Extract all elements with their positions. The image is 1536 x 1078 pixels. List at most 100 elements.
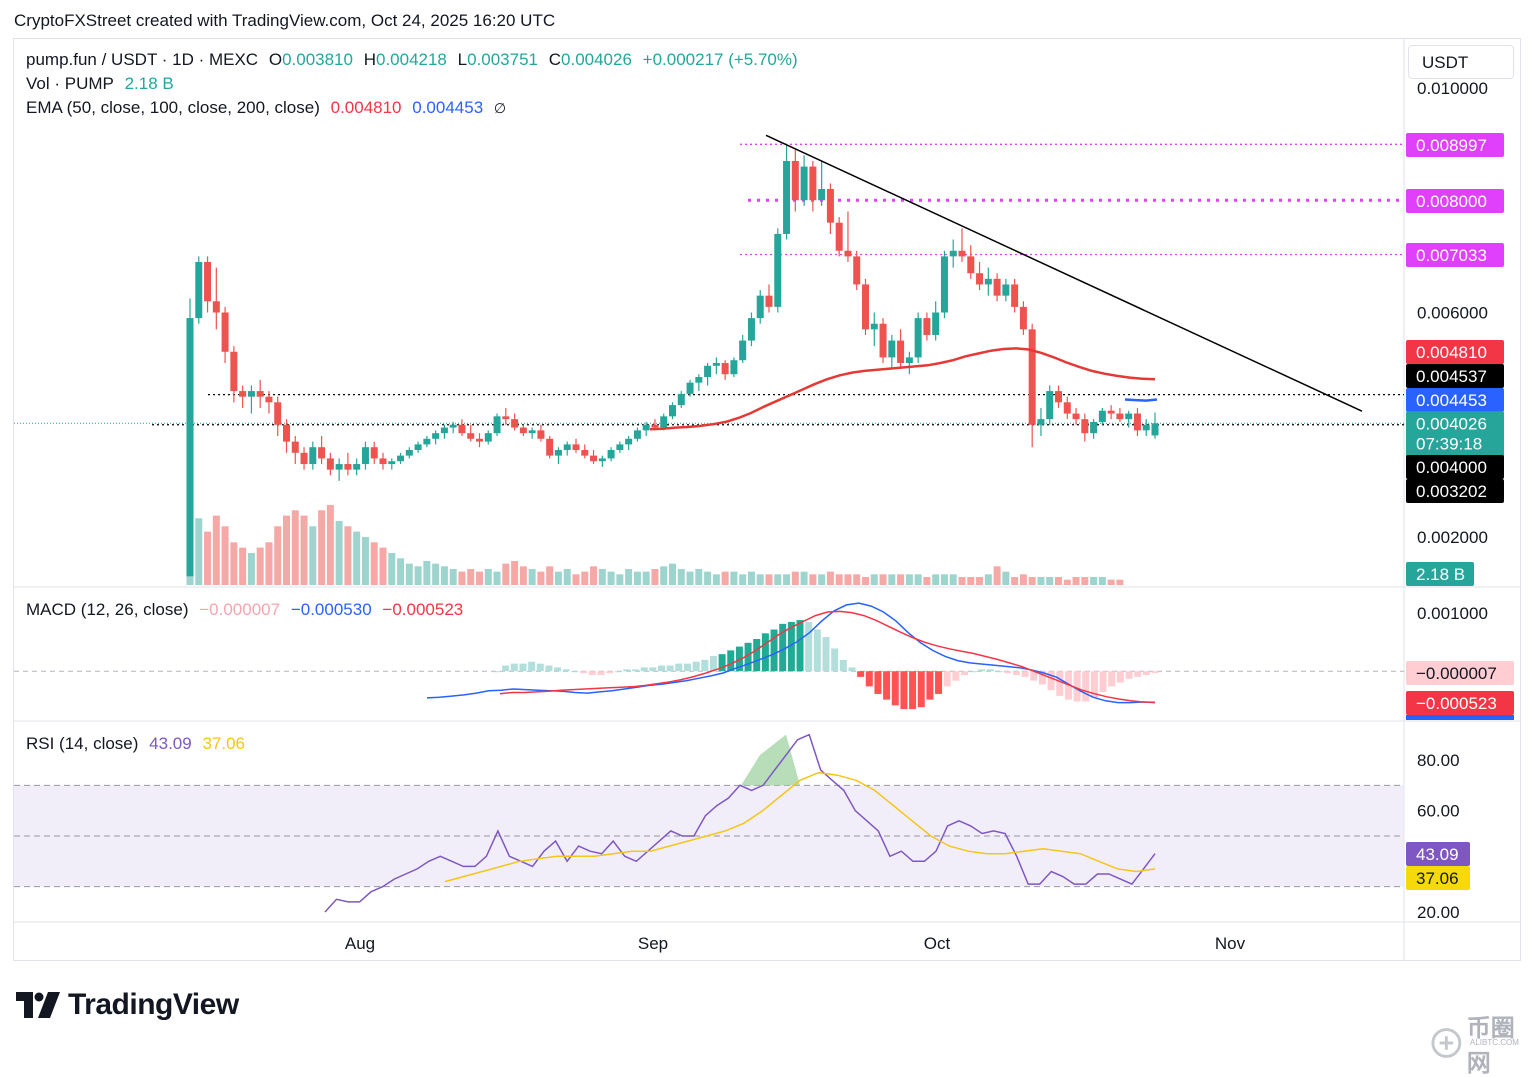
candle: [195, 261, 203, 319]
candle: [905, 357, 913, 364]
candle: [467, 433, 475, 439]
candle: [949, 250, 957, 257]
open-value: 0.003810: [282, 50, 353, 69]
rsi-overbought-fill: [741, 734, 800, 786]
volume-bar: [1037, 576, 1045, 585]
macd-histogram-bar: [614, 671, 622, 673]
rsi-axis-tick: 20.00: [1417, 903, 1460, 922]
c-label: C: [548, 50, 562, 69]
volume-bar: [888, 574, 896, 585]
candle: [730, 360, 738, 375]
candle: [212, 301, 220, 313]
time-axis-tick: Oct: [924, 934, 951, 953]
symbol-label[interactable]: pump.fun / USDT · 1D · MEXC: [26, 50, 259, 69]
candle: [993, 278, 1001, 296]
candle: [774, 233, 782, 307]
tradingview-logo[interactable]: TradingView: [16, 988, 239, 1022]
volume-bar: [344, 526, 352, 585]
candle: [862, 284, 869, 330]
volume-bar: [616, 574, 624, 585]
volume-bar: [976, 576, 984, 585]
macd-histogram-bar: [848, 667, 856, 672]
volume-bar: [897, 574, 905, 585]
volume-bar: [318, 510, 326, 585]
volume-bar: [677, 568, 685, 585]
candle: [581, 450, 589, 456]
watermark: 币圈网 ALIBTC.COM: [1430, 1008, 1536, 1078]
macd-histogram-bar: [969, 671, 977, 673]
candle: [677, 393, 685, 406]
candle: [616, 444, 624, 451]
candle: [976, 273, 984, 285]
candle: [528, 430, 536, 434]
candle: [1116, 413, 1124, 420]
macd-histogram-bar: [1134, 671, 1142, 677]
candle: [625, 438, 633, 445]
rsi-label[interactable]: RSI (14, close): [26, 734, 139, 753]
macd-histogram-bar: [1151, 671, 1159, 674]
macd-histogram-bar: [1142, 671, 1150, 675]
macd-histogram-bar: [666, 665, 674, 672]
volume-bar: [537, 571, 545, 585]
price-label: [1406, 411, 1504, 458]
macd-signal-line: [499, 610, 1156, 703]
candle: [1055, 391, 1062, 403]
watermark-subtext: ALIBTC.COM: [1470, 1038, 1519, 1047]
macd-histogram-bar: [623, 669, 631, 672]
volume-bar: [247, 552, 255, 585]
candle: [1081, 419, 1089, 434]
price-label-text: 0.004026: [1416, 414, 1487, 433]
l-label: L: [457, 50, 468, 69]
macd-histogram-bar: [632, 669, 640, 672]
candle: [247, 391, 255, 397]
tradingview-logo-text: TradingView: [68, 988, 239, 1021]
candle: [265, 396, 273, 403]
macd-histogram-bar: [536, 663, 544, 672]
volume-bar: [625, 568, 633, 585]
volume-bar: [905, 574, 913, 585]
candle: [800, 166, 808, 201]
volume-bar: [862, 576, 869, 585]
volume-bar: [458, 571, 466, 585]
macd-histogram-bar: [606, 671, 614, 674]
volume-bar: [747, 571, 755, 585]
price-label: [1406, 388, 1504, 412]
volume-bar: [853, 574, 861, 585]
macd-histogram-bar: [571, 671, 579, 673]
macd-histogram-bar: [493, 671, 501, 673]
time-axis-tick: Sep: [638, 934, 668, 953]
macd-histogram-bar: [891, 671, 899, 706]
macd-histogram-bar: [839, 659, 847, 672]
volume-bar: [239, 547, 247, 585]
currency-selector[interactable]: USDT: [1408, 45, 1514, 79]
macd-label[interactable]: MACD (12, 26, close): [26, 600, 189, 619]
macd-histogram-bar: [831, 648, 839, 672]
volume-label[interactable]: Vol · PUMP: [26, 74, 114, 93]
macd-signal-label-text: −0.000523: [1416, 694, 1497, 713]
candle: [493, 416, 501, 434]
candle: [1019, 306, 1027, 330]
volume-bar: [370, 542, 378, 585]
candle: [1028, 329, 1036, 425]
candle: [309, 447, 317, 465]
macd-histogram-bar: [943, 671, 951, 687]
ema100-line: [1124, 398, 1158, 402]
volume-bar: [1002, 571, 1010, 585]
volume-bar: [818, 574, 826, 585]
time-axis-tick: Aug: [345, 934, 375, 953]
candle: [669, 405, 676, 417]
candle: [1098, 410, 1106, 422]
candle: [809, 166, 817, 201]
candle: [598, 458, 606, 462]
macd-histogram-bar: [597, 671, 605, 675]
volume-bar: [467, 568, 475, 585]
candle: [712, 363, 720, 366]
candle: [300, 452, 308, 465]
macd-histogram-bar: [761, 633, 769, 672]
candle: [932, 312, 940, 335]
volume-legend: Vol · PUMP 2.18 B: [26, 74, 180, 94]
ema-label[interactable]: EMA (50, close, 100, close, 200, close): [26, 98, 320, 117]
chart-canvas[interactable]: 0.010000 0.006000 0.002000 0.008997 0.008000…: [0, 0, 1536, 1047]
macd-axis-tick: 0.001000: [1417, 604, 1488, 623]
volume-bar: [1116, 579, 1124, 585]
